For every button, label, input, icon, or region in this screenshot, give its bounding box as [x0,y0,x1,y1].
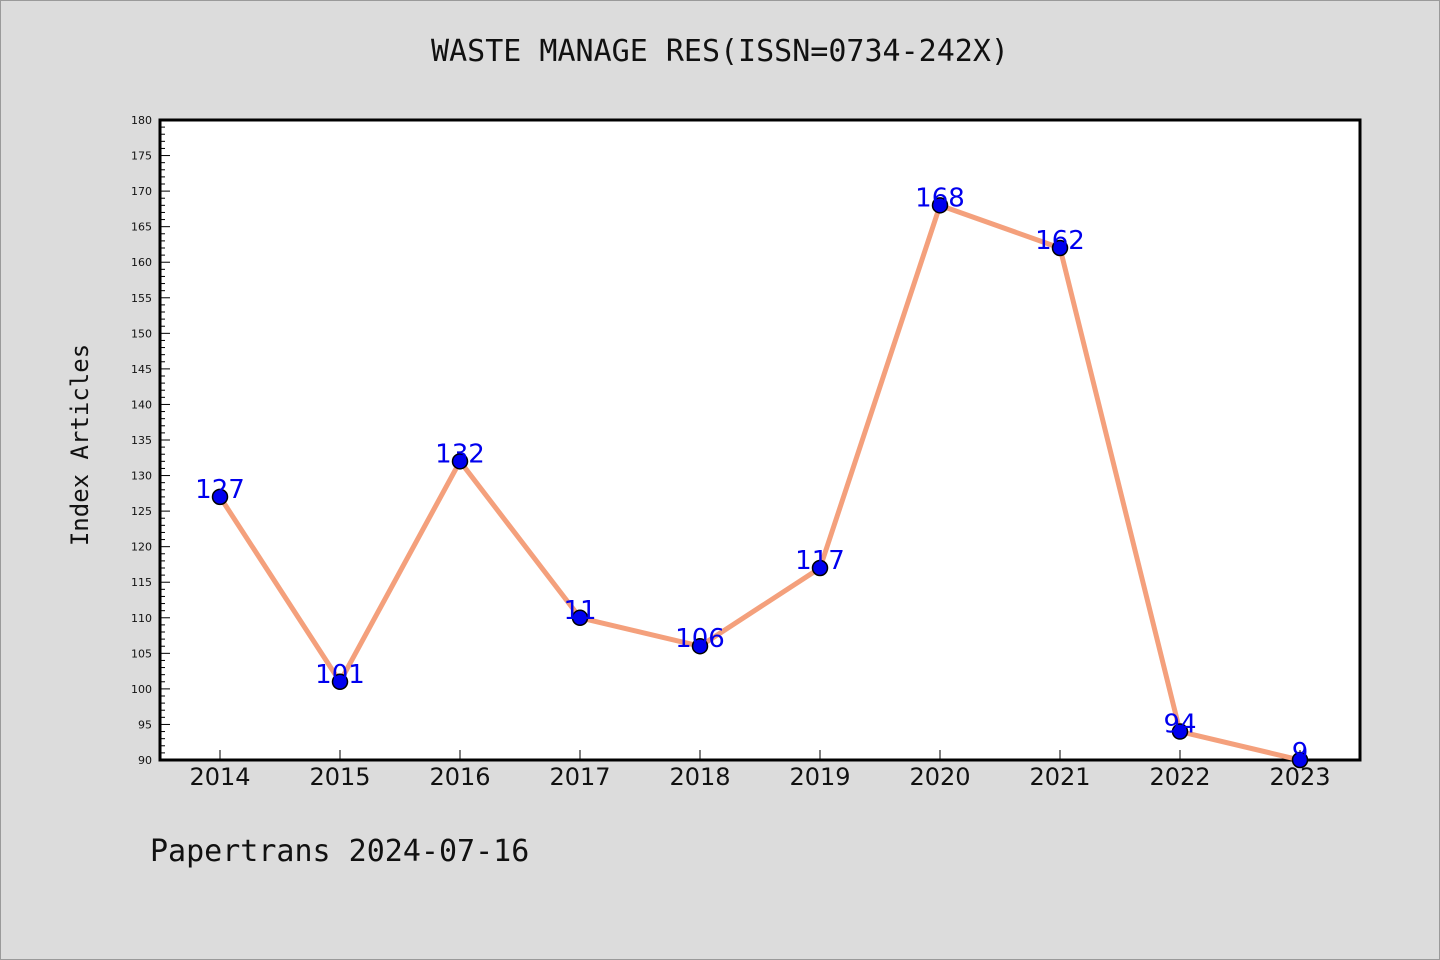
y-tick-label: 115 [131,576,152,589]
x-tick-label: 2014 [189,763,250,791]
data-label: 162 [1035,226,1085,256]
data-point [331,673,349,691]
y-tick-label: 180 [131,114,152,127]
data-point [1291,751,1309,769]
footer-text: Papertrans 2024-07-16 [150,834,530,869]
data-label: 106 [675,624,725,654]
data-label: 9 [1292,738,1309,768]
x-tick-label: 2018 [669,763,730,791]
chart-title: WASTE MANAGE RES(ISSN=0734-242X) [431,34,1009,69]
y-tick-label: 160 [131,256,152,269]
x-tick-label: 2017 [549,763,610,791]
y-tick-label: 150 [131,327,152,340]
y-tick-label: 155 [131,292,152,305]
y-tick-label: 145 [131,363,152,376]
y-tick-label: 105 [131,647,152,660]
data-label: 168 [915,183,965,213]
data-label: 127 [195,475,245,505]
y-tick-label: 135 [131,434,152,447]
y-tick-label: 90 [138,754,152,767]
data-point [811,559,829,577]
x-tick-label: 2015 [309,763,370,791]
data-point [211,488,229,506]
data-label: 101 [315,660,365,690]
data-label: 117 [795,546,845,576]
x-tick-label: 2021 [1029,763,1090,791]
y-tick-label: 100 [131,683,152,696]
x-tick-label: 2022 [1149,763,1210,791]
data-labels: 127 101 132 11 106 117 168 162 94 9 [195,183,1308,768]
y-tick-label: 110 [131,612,152,625]
data-label: 132 [435,439,485,469]
x-tick-label: 2019 [789,763,850,791]
y-tick-label: 170 [131,185,152,198]
y-tick-label: 120 [131,541,152,554]
data-point [451,453,469,470]
data-label: 94 [1163,710,1196,740]
data-point [571,609,589,627]
y-tick-label: 175 [131,150,152,163]
y-tick-label: 95 [138,718,152,731]
data-points [211,197,1309,769]
data-label: 11 [563,596,596,626]
series-line [217,202,1303,763]
y-axis-ticks: 90 95 100 105 110 115 120 125 130 135 140 145 150 155… [131,114,170,767]
x-tick-label: 2016 [429,763,490,791]
y-tick-label: 165 [131,221,152,234]
data-point [691,637,709,655]
y-tick-label: 130 [131,470,152,483]
data-point [1171,723,1189,740]
y-tick-label: 125 [131,505,152,518]
y-tick-label: 140 [131,398,152,411]
data-point [1051,239,1069,257]
x-axis-ticks: 2014 2015 2016 2017 2018 2019 2020 2021 2022 2023 [189,750,1331,791]
data-point [931,197,949,214]
x-tick-label: 2020 [909,763,970,791]
